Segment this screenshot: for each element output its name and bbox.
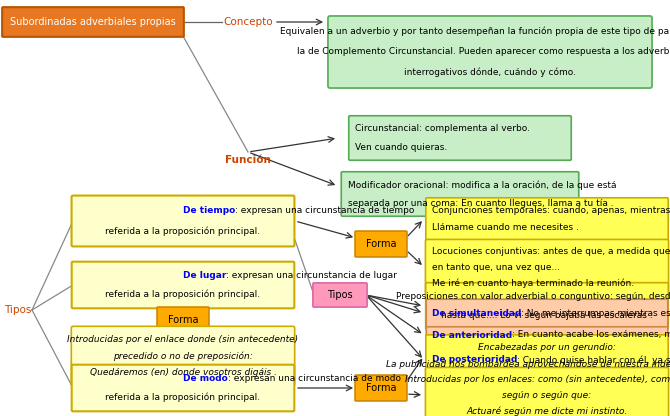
Text: Encabezadas por un gerundio:: Encabezadas por un gerundio:: [478, 343, 616, 352]
Text: Me iré en cuanto haya terminado la reunión.: Me iré en cuanto haya terminado la reuni…: [432, 278, 634, 287]
Text: Preposiciones con valor adverbial o conguntivo: según, desde que,: Preposiciones con valor adverbial o cong…: [395, 292, 670, 301]
FancyBboxPatch shape: [313, 283, 367, 307]
Text: Subordinadas adverbiales propias: Subordinadas adverbiales propias: [10, 17, 176, 27]
Text: : expresan una circunstancia de modo: : expresan una circunstancia de modo: [228, 374, 401, 383]
Text: Actuaré según me dicte mi instinto.: Actuaré según me dicte mi instinto.: [466, 406, 628, 416]
Text: referida a la proposición principal.: referida a la proposición principal.: [105, 227, 261, 236]
Text: Tipos: Tipos: [4, 305, 31, 315]
FancyBboxPatch shape: [2, 7, 184, 37]
Text: : expresan una circunstancia de lugar: : expresan una circunstancia de lugar: [226, 271, 397, 280]
Text: interrogativos dónde, cuándo y cómo.: interrogativos dónde, cuándo y cómo.: [404, 68, 576, 77]
Text: Llámame cuando me necesites .: Llámame cuando me necesites .: [432, 223, 579, 232]
Text: Tipos: Tipos: [327, 290, 353, 300]
FancyBboxPatch shape: [71, 326, 295, 386]
Text: precedido o no de preposición:: precedido o no de preposición:: [113, 351, 253, 361]
FancyBboxPatch shape: [425, 367, 669, 416]
FancyBboxPatch shape: [157, 307, 209, 333]
Text: hasta que...: Lo vi según bajaba las escaleras .: hasta que...: Lo vi según bajaba las esc…: [441, 311, 653, 320]
Text: Quedáremos (en) donde vosotros digáis .: Quedáremos (en) donde vosotros digáis .: [90, 369, 277, 377]
Text: Forma: Forma: [168, 315, 198, 325]
FancyBboxPatch shape: [425, 240, 669, 295]
Text: Introducidas por los enlaces: como (sin antecedente), como si,: Introducidas por los enlaces: como (sin …: [405, 375, 670, 384]
Text: Equivalen a un adverbio y por tanto desempeñan la función propia de este tipo de: Equivalen a un adverbio y por tanto dese…: [280, 27, 670, 36]
Text: Circunstancial: complementa al verbo.: Circunstancial: complementa al verbo.: [355, 124, 530, 134]
Text: según o según que:: según o según que:: [502, 391, 592, 399]
Text: separada por una coma: En cuanto llegues, llama a tu tía .: separada por una coma: En cuanto llegues…: [348, 198, 613, 208]
Text: La publicidad nos bombardea aprovechándose de nuestra indefensión.: La publicidad nos bombardea aprovechándo…: [387, 360, 670, 369]
Text: Introducidas por el enlace donde (sin antecedente): Introducidas por el enlace donde (sin an…: [68, 334, 299, 344]
Text: : No me interrumpas mientras esté hablando .: : No me interrumpas mientras esté hablan…: [521, 308, 670, 318]
Text: Locuciones conjuntivas: antes de que, a medida que, en cuanto,: Locuciones conjuntivas: antes de que, a …: [432, 247, 670, 256]
FancyBboxPatch shape: [426, 347, 668, 373]
FancyBboxPatch shape: [341, 172, 579, 216]
FancyBboxPatch shape: [355, 375, 407, 401]
FancyBboxPatch shape: [355, 231, 407, 257]
FancyBboxPatch shape: [328, 16, 652, 88]
Text: De lugar: De lugar: [183, 271, 226, 280]
FancyBboxPatch shape: [426, 321, 668, 349]
Text: Conjunciones temporales: cuando, apenas, mientras.: Conjunciones temporales: cuando, apenas,…: [432, 206, 670, 215]
FancyBboxPatch shape: [426, 299, 668, 327]
Text: en tanto que, una vez que...: en tanto que, una vez que...: [432, 262, 560, 272]
Text: Función: Función: [225, 155, 271, 165]
Text: la de Complemento Circunstancial. Pueden aparecer como respuesta a los adverbios: la de Complemento Circunstancial. Pueden…: [297, 47, 670, 57]
FancyBboxPatch shape: [349, 116, 572, 160]
Text: Forma: Forma: [366, 383, 396, 393]
Text: referida a la proposición principal.: referida a la proposición principal.: [105, 290, 261, 300]
Text: : expresan una circunstancia de tiempo: : expresan una circunstancia de tiempo: [235, 206, 415, 215]
Text: De modo: De modo: [183, 374, 228, 383]
FancyBboxPatch shape: [72, 365, 294, 411]
FancyBboxPatch shape: [426, 198, 668, 240]
FancyBboxPatch shape: [425, 283, 668, 329]
Text: Ven cuando quieras.: Ven cuando quieras.: [355, 143, 448, 151]
FancyBboxPatch shape: [72, 196, 294, 246]
Text: referida a la proposición principal.: referida a la proposición principal.: [105, 393, 261, 402]
Text: De tiempo: De tiempo: [183, 206, 235, 215]
Text: De simultaneidad: De simultaneidad: [432, 309, 521, 317]
Text: Forma: Forma: [366, 239, 396, 249]
FancyBboxPatch shape: [426, 335, 668, 377]
Text: : Cuando quise hablar con él, ya se había ido.: : Cuando quise hablar con él, ya se habí…: [517, 355, 670, 365]
Text: De posterioridad: De posterioridad: [432, 356, 517, 364]
Text: Concepto: Concepto: [223, 17, 273, 27]
Text: De anterioridad: De anterioridad: [432, 330, 512, 339]
FancyBboxPatch shape: [72, 262, 294, 308]
Text: : En cuanto acabe los exámenes, me iré de vacaciones .: : En cuanto acabe los exámenes, me iré d…: [512, 330, 670, 339]
Text: Modificador oracional: modifica a la oración, de la que está: Modificador oracional: modifica a la ora…: [348, 180, 616, 190]
